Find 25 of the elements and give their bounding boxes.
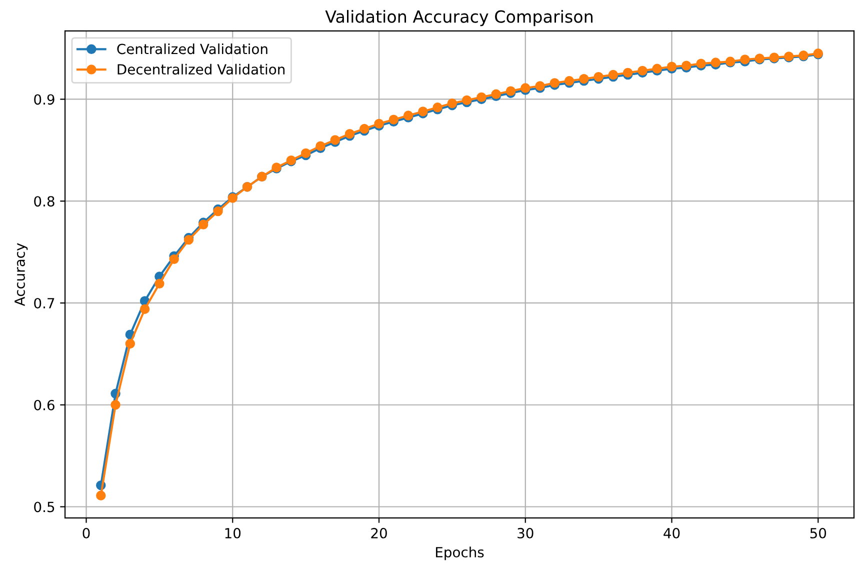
- legend-label: Centralized Validation: [117, 43, 268, 54]
- x-tick-label: 40: [664, 528, 680, 538]
- point: [154, 278, 164, 288]
- point: [491, 89, 501, 99]
- y-tick-label: 0.5: [34, 502, 54, 512]
- x-tick-label: 20: [371, 528, 387, 538]
- point: [125, 338, 136, 349]
- y-tick-label: 0.8: [34, 196, 54, 207]
- point: [169, 254, 179, 264]
- x-tick-label: 0: [82, 528, 90, 538]
- point: [666, 62, 677, 72]
- chart-title: Validation Accuracy Comparison: [325, 10, 592, 26]
- y-tick-label: 0.7: [34, 298, 54, 308]
- point: [140, 304, 150, 314]
- x-axis-title: Epochs: [436, 546, 484, 560]
- point: [110, 400, 120, 410]
- x-tick-label: 10: [225, 528, 241, 538]
- point: [579, 74, 589, 84]
- legend-label: Decentralized Validation: [118, 64, 284, 75]
- x-tick-label: 50: [810, 528, 826, 538]
- y-axis-title: Accuracy: [14, 243, 28, 306]
- y-tick-label: 0.9: [34, 94, 54, 105]
- point: [96, 490, 106, 500]
- y-tick-label: 0.6: [34, 400, 54, 410]
- x-tick-label: 30: [518, 528, 534, 538]
